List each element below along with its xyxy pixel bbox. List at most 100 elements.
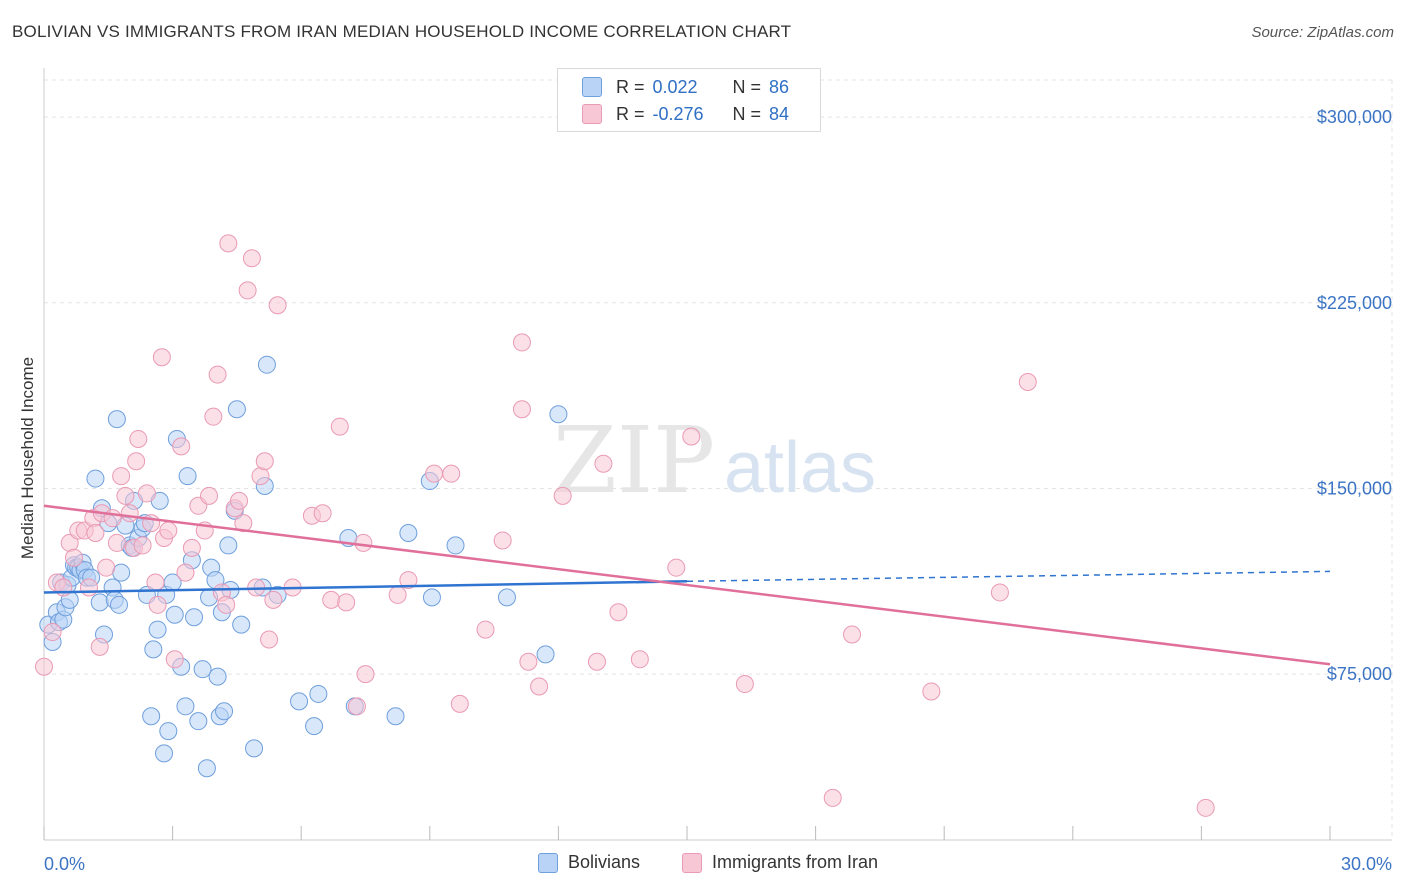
- bolivians-point: [497, 588, 516, 607]
- bolivians-point: [193, 660, 212, 679]
- y-tick-label: $300,000: [1317, 107, 1392, 127]
- iran-point: [553, 486, 572, 505]
- iran-point: [313, 504, 332, 523]
- source-label: Source: ZipAtlas.com: [1251, 24, 1394, 41]
- iran-trend-line: [43, 504, 1331, 666]
- y-tick-label: $225,000: [1317, 293, 1392, 313]
- bolivians-point: [219, 536, 238, 555]
- iran-point: [146, 573, 165, 592]
- iran-point: [442, 464, 461, 483]
- legend-item-bolivians[interactable]: Bolivians: [538, 852, 640, 873]
- iran-point: [322, 590, 341, 609]
- iran-point: [86, 524, 105, 543]
- iran-point: [354, 533, 373, 552]
- bolivians-point: [178, 467, 197, 486]
- iran-point: [264, 590, 283, 609]
- iran-swatch: [582, 104, 602, 124]
- bolivians-point: [144, 640, 163, 659]
- iran-point: [630, 650, 649, 669]
- bolivians-point: [185, 608, 204, 627]
- iran-point: [182, 538, 201, 557]
- iran-point: [519, 652, 538, 671]
- bolivians-point: [227, 400, 246, 419]
- y-tick-label: $75,000: [1327, 664, 1392, 684]
- bolivians-point: [305, 717, 324, 736]
- iran-point: [587, 652, 606, 671]
- r-label: R =: [616, 103, 645, 124]
- iran-point: [90, 637, 109, 656]
- tick-labels: $75,000 $150,000 $225,000 $300,000 0.0% 30.0%: [44, 107, 1392, 874]
- n-label: N =: [732, 76, 762, 97]
- bolivians-point: [215, 702, 234, 721]
- bolivians-point: [399, 524, 418, 543]
- y-tick-label: $150,000: [1317, 478, 1392, 498]
- legend-row-iran: R = -0.276 N = 84: [582, 103, 789, 125]
- iran-point: [493, 531, 512, 550]
- iran-point: [735, 675, 754, 694]
- iran-point: [347, 697, 366, 716]
- watermark-zip: ZIP: [553, 407, 715, 514]
- iran-point: [230, 491, 249, 510]
- r-label: R =: [616, 76, 645, 97]
- iran-point: [330, 417, 349, 436]
- iran-point: [107, 533, 126, 552]
- bolivians-point: [197, 759, 216, 778]
- bolivians-point: [536, 645, 555, 664]
- iran-point: [208, 365, 227, 384]
- iran-point: [152, 348, 171, 367]
- iran-point: [35, 657, 53, 676]
- bolivians-point: [189, 712, 208, 731]
- bolivians-point: [90, 593, 109, 612]
- legend-row-bolivians: R = 0.022 N = 86: [582, 76, 789, 98]
- iran-point: [172, 437, 191, 456]
- iran-point: [512, 333, 531, 352]
- legend-label: Bolivians: [568, 852, 641, 872]
- iran-point: [127, 452, 146, 471]
- legend-item-iran[interactable]: Immigrants from Iran: [682, 852, 878, 873]
- iran-point: [1196, 798, 1215, 817]
- iran-point: [159, 521, 178, 540]
- iran-point: [65, 548, 84, 567]
- iran-point: [219, 234, 238, 253]
- iran-point: [530, 677, 549, 696]
- correlation-legend: R = 0.022 N = 86 R = -0.276 N = 84: [557, 68, 821, 132]
- iran-point: [388, 585, 407, 604]
- gridlines: [44, 79, 1393, 840]
- iran-point: [133, 536, 152, 555]
- bolivians-swatch: [582, 77, 602, 97]
- iran-point: [450, 694, 469, 713]
- iran-point: [251, 467, 270, 486]
- iran-point: [425, 464, 444, 483]
- iran-point: [682, 427, 701, 446]
- bolivians-point: [422, 588, 441, 607]
- n-value: 86: [769, 76, 790, 97]
- r-value: -0.276: [652, 103, 704, 124]
- bolivians-point: [176, 697, 195, 716]
- bolivians-point: [208, 667, 227, 686]
- iran-point: [148, 595, 167, 614]
- bolivians-point: [245, 739, 264, 758]
- trend-lines: [43, 504, 1331, 666]
- series-legend: Bolivians Immigrants from Iran: [0, 852, 1406, 878]
- iran-point: [80, 578, 99, 597]
- iran-point: [217, 595, 236, 614]
- bolivians-point: [386, 707, 405, 726]
- iran-point: [667, 558, 686, 577]
- bolivians-point: [155, 744, 174, 763]
- iran-point: [594, 454, 613, 473]
- iran-point: [356, 665, 375, 684]
- iran-point: [476, 620, 495, 639]
- iran-point: [268, 296, 287, 315]
- iran-point: [609, 603, 628, 622]
- bolivians-point: [112, 563, 131, 582]
- bolivians-point: [549, 405, 568, 424]
- iran-point: [512, 400, 531, 419]
- iran-point: [129, 429, 148, 448]
- x-tick-label: 30.0%: [1341, 854, 1392, 874]
- bolivians-point: [257, 355, 276, 374]
- bolivians-point: [107, 410, 126, 429]
- iran-point: [843, 625, 862, 644]
- iran-point: [234, 514, 253, 533]
- iran-swatch: [682, 852, 702, 873]
- bolivians-point: [148, 620, 167, 639]
